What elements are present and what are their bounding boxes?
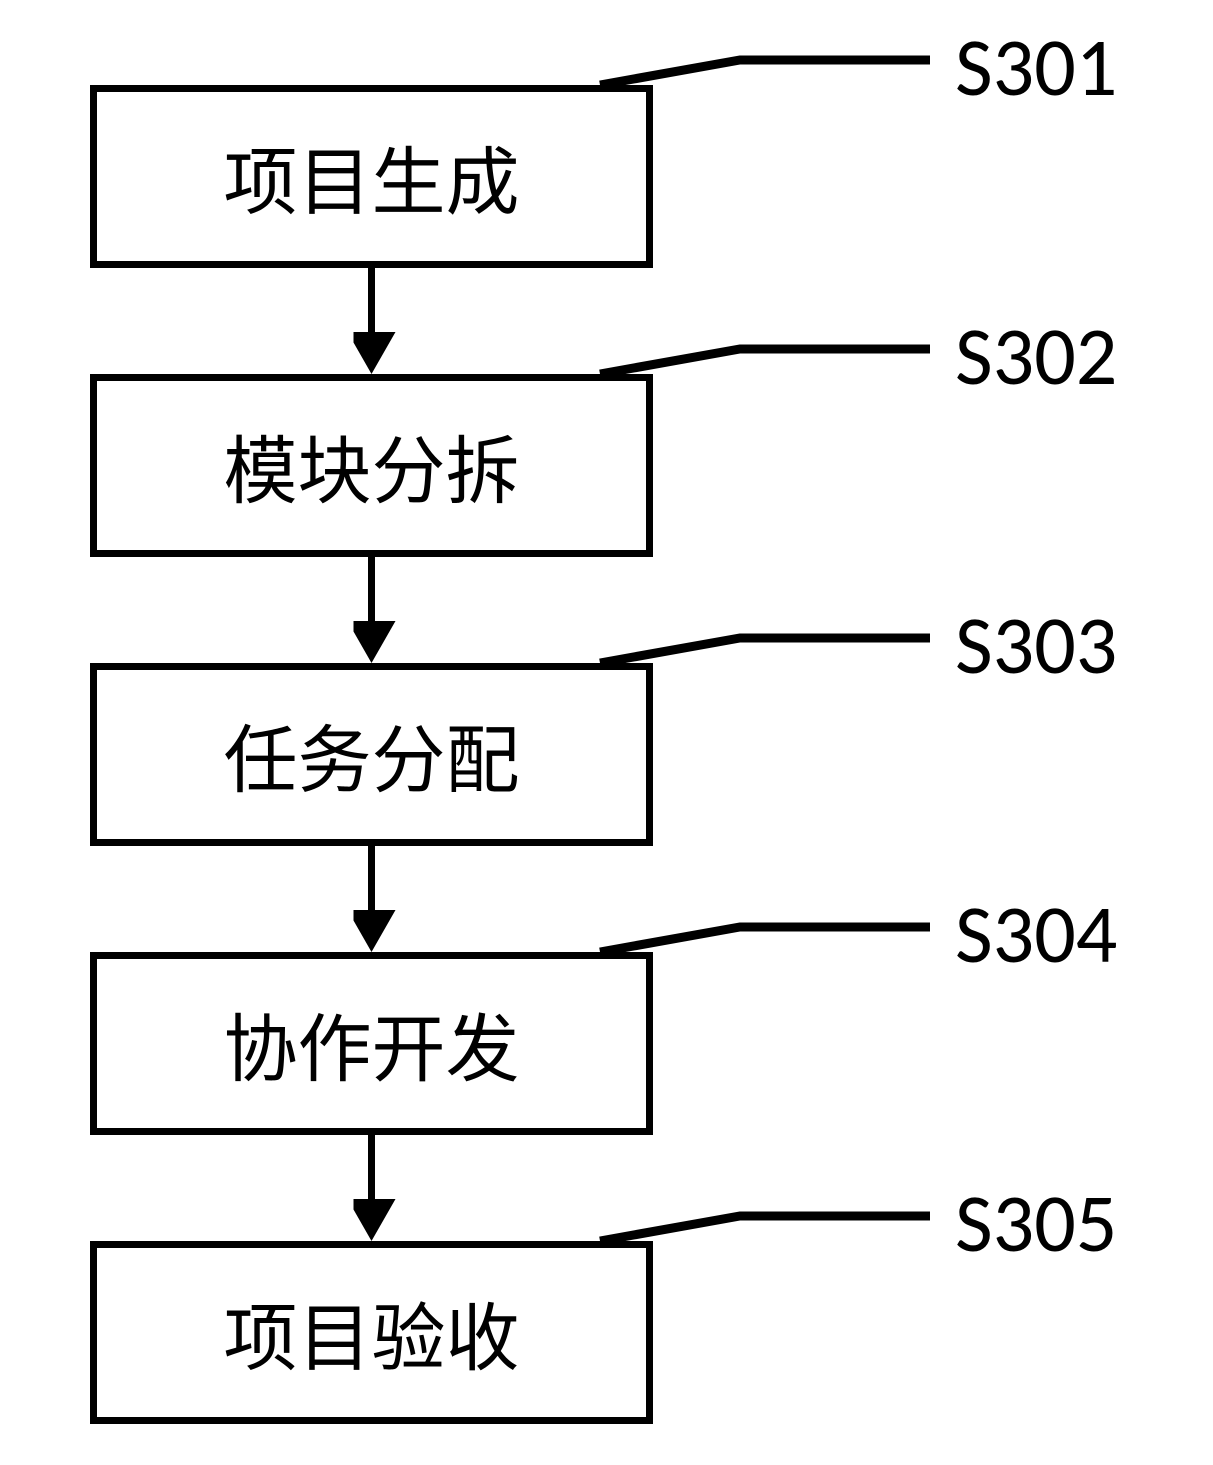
flowchart-node-n2: 模块分拆: [90, 374, 653, 557]
flowchart-node-n5: 项目验收: [90, 1241, 653, 1424]
step-label-s3: S303: [955, 596, 1117, 696]
step-label-s5: S305: [955, 1174, 1117, 1274]
callout-n4: [600, 927, 930, 952]
step-label-s4: S304: [955, 885, 1117, 985]
callout-n1: [600, 60, 930, 85]
callout-n3: [600, 638, 930, 663]
node-label: 项目生成: [224, 123, 520, 230]
callout-n2: [600, 349, 930, 374]
flowchart-node-n4: 协作开发: [90, 952, 653, 1135]
node-label: 协作开发: [224, 990, 520, 1097]
flowchart-node-n1: 项目生成: [90, 85, 653, 268]
flowchart-canvas: 项目生成模块分拆任务分配协作开发项目验收 S301 S302 S303 S304 S305: [0, 0, 1213, 1465]
step-label-s2: S302: [955, 307, 1117, 407]
callout-n5: [600, 1216, 930, 1241]
node-label: 项目验收: [224, 1279, 520, 1386]
flowchart-node-n3: 任务分配: [90, 663, 653, 846]
node-label: 模块分拆: [224, 412, 520, 519]
step-label-s1: S301: [955, 18, 1117, 118]
node-label: 任务分配: [224, 701, 520, 808]
